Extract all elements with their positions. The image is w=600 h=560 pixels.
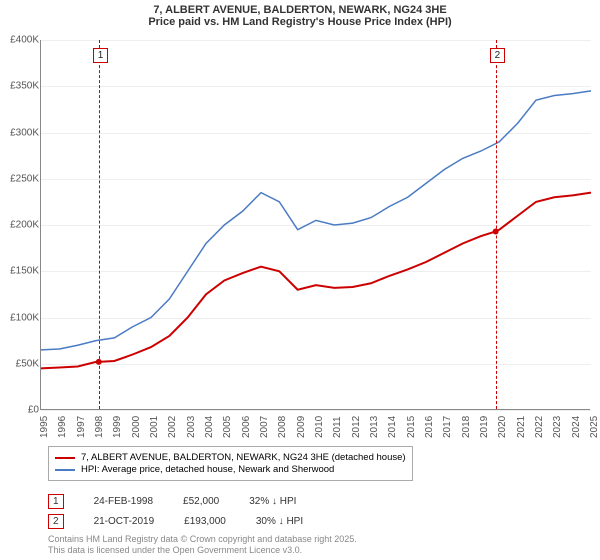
legend-label: 7, ALBERT AVENUE, BALDERTON, NEWARK, NG2… xyxy=(81,452,406,463)
x-axis-label: 2021 xyxy=(516,416,527,438)
y-axis-label: £0 xyxy=(1,405,39,416)
transaction-date: 24-FEB-1998 xyxy=(94,496,153,507)
x-axis-label: 2007 xyxy=(259,416,270,438)
chart-container: 7, ALBERT AVENUE, BALDERTON, NEWARK, NG2… xyxy=(0,0,600,560)
y-axis-label: £400K xyxy=(1,35,39,46)
transaction-price: £52,000 xyxy=(183,496,219,507)
x-axis-label: 2023 xyxy=(552,416,563,438)
x-axis-label: 2015 xyxy=(406,416,417,438)
x-axis-label: 2010 xyxy=(314,416,325,438)
chart-subtitle: Price paid vs. HM Land Registry's House … xyxy=(0,16,600,32)
transaction-price: £193,000 xyxy=(184,516,226,527)
y-axis-label: £150K xyxy=(1,266,39,277)
x-axis-label: 2025 xyxy=(589,416,600,438)
x-axis-label: 2012 xyxy=(351,416,362,438)
line-series xyxy=(41,193,591,369)
x-axis-label: 2013 xyxy=(369,416,380,438)
x-axis-label: 2017 xyxy=(442,416,453,438)
x-axis-label: 1999 xyxy=(112,416,123,438)
marker-vline xyxy=(99,40,100,409)
x-axis-label: 2003 xyxy=(186,416,197,438)
transaction-row: 2 21-OCT-2019 £193,000 30% ↓ HPI xyxy=(48,514,303,529)
y-axis-label: £200K xyxy=(1,220,39,231)
x-axis-label: 2002 xyxy=(167,416,178,438)
x-axis-label: 2009 xyxy=(296,416,307,438)
legend-item: 7, ALBERT AVENUE, BALDERTON, NEWARK, NG2… xyxy=(55,452,406,463)
x-axis-label: 2011 xyxy=(332,416,343,438)
x-axis-label: 2016 xyxy=(424,416,435,438)
marker-vline xyxy=(496,40,497,409)
x-axis-label: 1996 xyxy=(57,416,68,438)
x-axis-label: 2000 xyxy=(131,416,142,438)
y-axis-label: £50K xyxy=(1,358,39,369)
x-axis-label: 2004 xyxy=(204,416,215,438)
transaction-row: 1 24-FEB-1998 £52,000 32% ↓ HPI xyxy=(48,494,296,509)
marker-label: 2 xyxy=(490,48,506,63)
gridline xyxy=(41,410,591,411)
x-axis-label: 2019 xyxy=(479,416,490,438)
line-series xyxy=(41,91,591,350)
x-axis-label: 2014 xyxy=(387,416,398,438)
legend-label: HPI: Average price, detached house, Newa… xyxy=(81,464,334,475)
x-axis-label: 2020 xyxy=(497,416,508,438)
y-axis-label: £350K xyxy=(1,81,39,92)
transaction-delta: 32% ↓ HPI xyxy=(249,496,296,507)
x-axis-label: 2024 xyxy=(571,416,582,438)
x-axis-label: 1997 xyxy=(76,416,87,438)
footer-text: Contains HM Land Registry data © Crown c… xyxy=(48,534,357,556)
y-axis-label: £300K xyxy=(1,127,39,138)
legend-swatch xyxy=(55,457,75,459)
transaction-marker: 1 xyxy=(48,494,64,509)
x-axis-label: 2006 xyxy=(241,416,252,438)
x-axis-label: 1998 xyxy=(94,416,105,438)
transaction-date: 21-OCT-2019 xyxy=(94,516,155,527)
marker-label: 1 xyxy=(93,48,109,63)
chart-title: 7, ALBERT AVENUE, BALDERTON, NEWARK, NG2… xyxy=(0,0,600,16)
x-axis-label: 2005 xyxy=(222,416,233,438)
transaction-delta: 30% ↓ HPI xyxy=(256,516,303,527)
legend-item: HPI: Average price, detached house, Newa… xyxy=(55,464,406,475)
chart-area: £0£50K£100K£150K£200K£250K£300K£350K£400… xyxy=(40,40,590,410)
y-axis-label: £100K xyxy=(1,312,39,323)
y-axis-label: £250K xyxy=(1,173,39,184)
legend-swatch xyxy=(55,469,75,471)
x-axis-label: 2018 xyxy=(461,416,472,438)
legend: 7, ALBERT AVENUE, BALDERTON, NEWARK, NG2… xyxy=(48,446,413,481)
transaction-marker: 2 xyxy=(48,514,64,529)
x-axis-label: 1995 xyxy=(39,416,50,438)
x-axis-label: 2022 xyxy=(534,416,545,438)
x-axis-label: 2001 xyxy=(149,416,160,438)
x-axis-label: 2008 xyxy=(277,416,288,438)
